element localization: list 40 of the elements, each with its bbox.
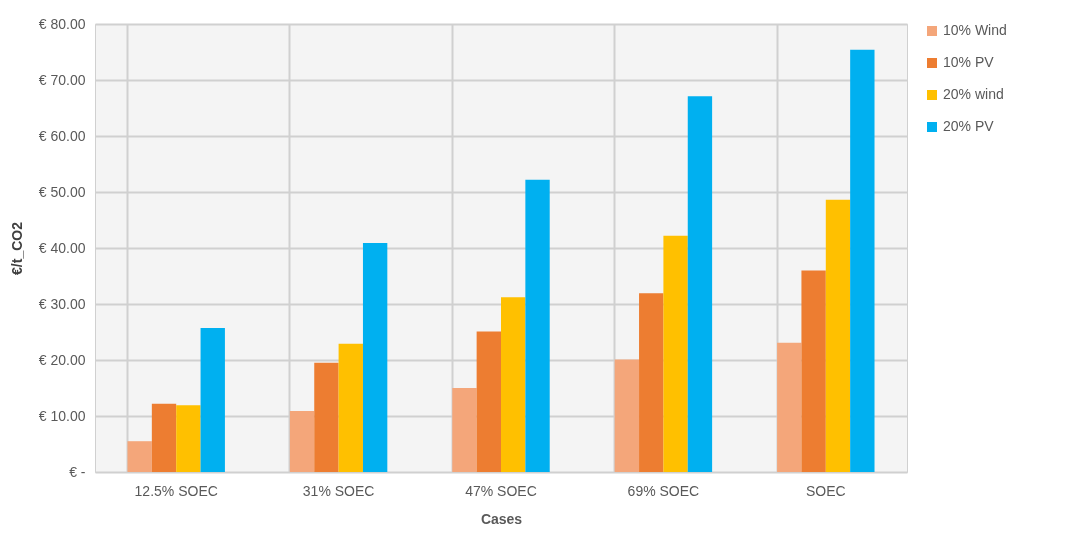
- bar: [289, 410, 315, 472]
- bar: [200, 328, 225, 472]
- y-tick-label: € 50.00: [38, 183, 86, 200]
- y-tick-label: € -: [69, 463, 86, 480]
- y-tick-label: € 30.00: [38, 295, 86, 312]
- bar: [176, 405, 201, 472]
- y-tick-label: € 20.00: [38, 351, 86, 368]
- bar: [687, 96, 713, 472]
- legend-label: 10% PV: [943, 54, 995, 70]
- bar: [777, 342, 802, 472]
- bar: [525, 179, 550, 472]
- bar: [825, 199, 851, 472]
- x-tick-label: 12.5% SOEC: [134, 482, 218, 499]
- y-tick-label: € 60.00: [38, 127, 86, 144]
- legend-label: 10% Wind: [943, 22, 1007, 38]
- bar: [151, 403, 177, 472]
- bar: [362, 242, 388, 472]
- legend-label: 20% wind: [943, 86, 1004, 102]
- legend-label: 20% PV: [943, 118, 995, 134]
- bar: [314, 362, 339, 472]
- y-tick-label: € 40.00: [38, 239, 86, 256]
- bar: [663, 235, 688, 472]
- bar: [639, 293, 664, 472]
- bar: [338, 343, 363, 472]
- x-tick-label: 31% SOEC: [302, 482, 375, 499]
- y-tick-label: € 70.00: [38, 71, 86, 88]
- x-tick-label: 69% SOEC: [627, 482, 700, 499]
- y-tick-label: € 80.00: [38, 15, 86, 32]
- bar: [452, 388, 477, 472]
- bar: [801, 270, 826, 472]
- x-tick-label: SOEC: [805, 482, 846, 499]
- bar: [501, 297, 526, 472]
- bar: [614, 359, 640, 472]
- y-axis-title: €/t_CO2: [8, 221, 25, 275]
- y-tick-label: € 10.00: [38, 407, 86, 424]
- x-tick-label: 47% SOEC: [465, 482, 537, 499]
- bar: [850, 49, 875, 472]
- x-axis-title: Cases: [480, 510, 523, 527]
- bar: [127, 441, 152, 472]
- bar: [476, 331, 501, 472]
